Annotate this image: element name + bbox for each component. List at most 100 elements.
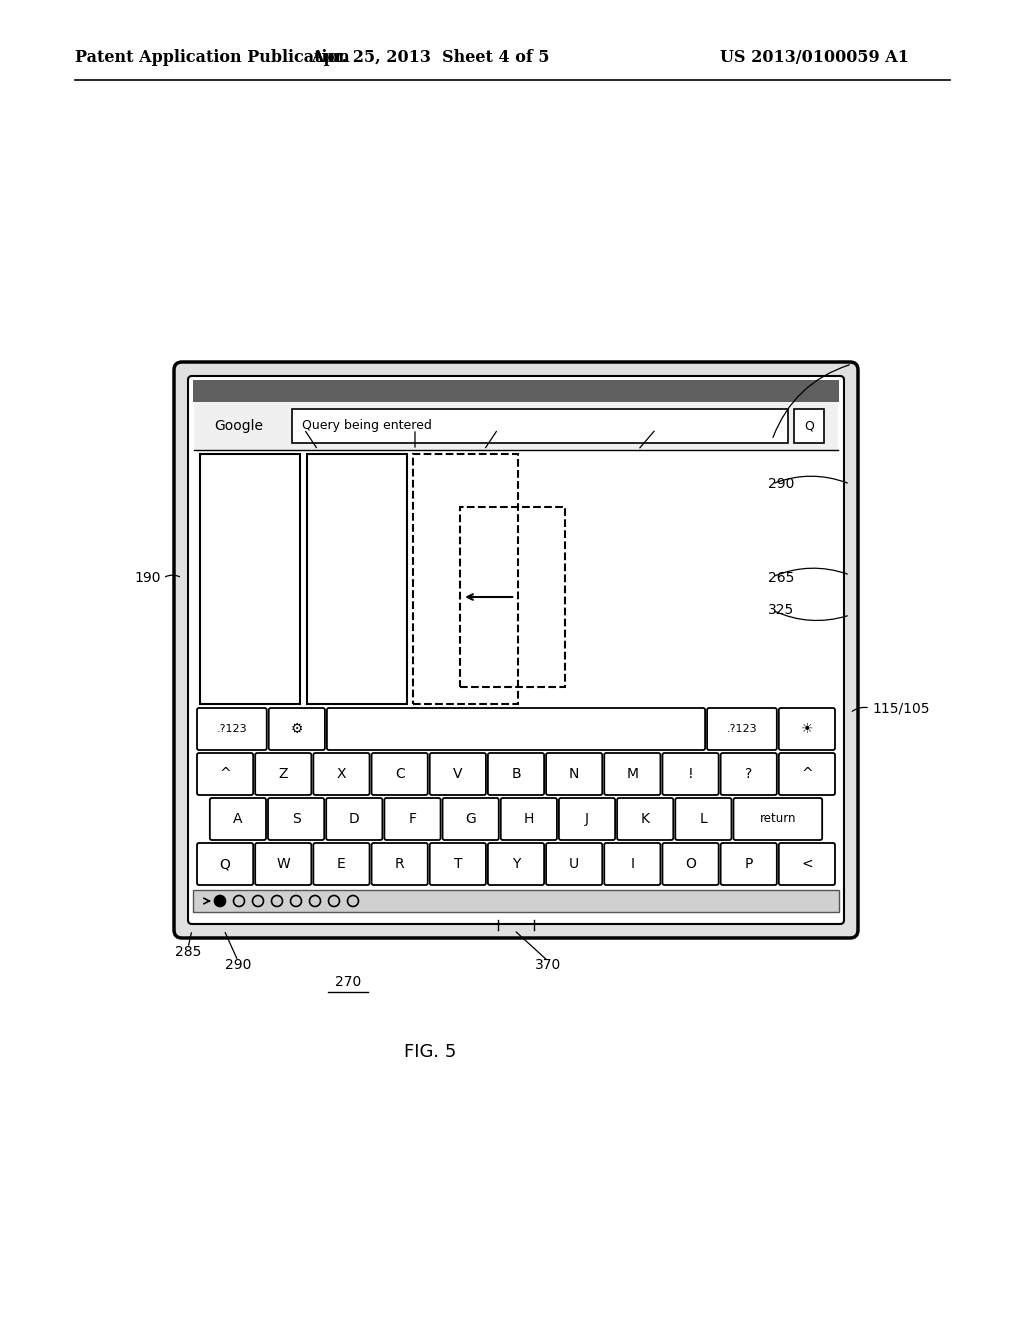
FancyBboxPatch shape [442,799,499,840]
FancyBboxPatch shape [721,752,777,795]
Text: W: W [276,857,290,871]
FancyBboxPatch shape [617,799,674,840]
FancyBboxPatch shape [210,799,266,840]
Bar [413,454,518,704]
Text: J: J [585,812,589,826]
FancyBboxPatch shape [779,843,835,884]
Text: Patent Application Publication: Patent Application Publication [75,49,350,66]
FancyBboxPatch shape [372,843,428,884]
Text: E: E [337,857,346,871]
Text: T: T [454,857,462,871]
FancyBboxPatch shape [268,708,325,750]
Text: S: S [292,812,300,826]
FancyBboxPatch shape [255,752,311,795]
FancyBboxPatch shape [197,708,266,750]
Text: ⚙: ⚙ [291,722,303,737]
FancyBboxPatch shape [197,843,253,884]
Text: 265: 265 [768,572,795,585]
FancyBboxPatch shape [604,752,660,795]
FancyBboxPatch shape [313,752,370,795]
Text: 320: 320 [287,418,313,432]
Text: ^: ^ [219,767,230,781]
Text: K: K [641,812,649,826]
Text: Apr. 25, 2013  Sheet 4 of 5: Apr. 25, 2013 Sheet 4 of 5 [310,49,549,66]
FancyBboxPatch shape [708,708,777,750]
Text: X: X [337,767,346,781]
Text: L: L [699,812,708,826]
Text: Google: Google [214,418,263,433]
Bar [307,454,407,704]
Text: Q: Q [220,857,230,871]
FancyBboxPatch shape [174,362,858,939]
Bar [194,403,838,450]
FancyBboxPatch shape [197,752,253,795]
FancyBboxPatch shape [779,708,835,750]
FancyBboxPatch shape [430,752,486,795]
FancyBboxPatch shape [501,799,557,840]
Text: 115/105: 115/105 [872,701,930,715]
FancyBboxPatch shape [487,752,544,795]
FancyBboxPatch shape [327,799,382,840]
Text: V: V [453,767,463,781]
Text: H: H [523,812,535,826]
Text: A: A [233,812,243,826]
Text: G: G [465,812,476,826]
FancyBboxPatch shape [546,752,602,795]
Text: FIG. 5: FIG. 5 [403,1043,456,1061]
FancyBboxPatch shape [255,843,311,884]
Bar [193,380,839,403]
Text: ?: ? [745,767,753,781]
FancyBboxPatch shape [313,843,370,884]
Text: I: I [631,857,634,871]
FancyBboxPatch shape [779,752,835,795]
Text: ^: ^ [801,767,813,781]
Text: Z: Z [279,767,288,781]
FancyBboxPatch shape [604,843,660,884]
FancyBboxPatch shape [721,843,777,884]
Text: !: ! [688,767,693,781]
FancyBboxPatch shape [663,752,719,795]
Text: 305: 305 [768,436,795,449]
Text: .?123: .?123 [727,723,758,734]
FancyBboxPatch shape [733,799,822,840]
Text: 285: 285 [175,945,201,960]
Text: 290: 290 [225,958,251,972]
Circle shape [214,895,225,907]
Text: .?123: .?123 [216,723,247,734]
Bar [193,890,839,912]
Text: C: C [395,767,404,781]
Text: ☀: ☀ [801,722,813,737]
Text: 190: 190 [135,572,161,585]
Text: 370: 370 [535,958,561,972]
FancyBboxPatch shape [487,843,544,884]
Text: B: B [511,767,521,781]
Bar [200,454,300,704]
Text: 315: 315 [401,418,428,432]
Bar [292,409,788,444]
FancyBboxPatch shape [327,708,706,750]
Text: N: N [569,767,580,781]
Text: F: F [409,812,417,826]
Bar [794,409,824,444]
FancyBboxPatch shape [372,752,428,795]
Text: US 2013/0100059 A1: US 2013/0100059 A1 [720,49,909,66]
Text: Q: Q [804,420,814,433]
Text: 330: 330 [647,418,673,432]
FancyBboxPatch shape [559,799,615,840]
FancyBboxPatch shape [188,376,844,924]
Text: Query being entered: Query being entered [302,420,432,433]
FancyBboxPatch shape [663,843,719,884]
Text: <: < [801,857,813,871]
Bar [460,507,565,686]
Text: return: return [760,813,796,825]
FancyBboxPatch shape [546,843,602,884]
Text: 270: 270 [335,975,361,989]
Text: Y: Y [512,857,520,871]
Text: O: O [685,857,696,871]
Text: 310: 310 [486,418,513,432]
FancyBboxPatch shape [675,799,731,840]
FancyBboxPatch shape [430,843,486,884]
FancyBboxPatch shape [384,799,440,840]
Text: R: R [395,857,404,871]
Text: 325: 325 [768,603,795,616]
